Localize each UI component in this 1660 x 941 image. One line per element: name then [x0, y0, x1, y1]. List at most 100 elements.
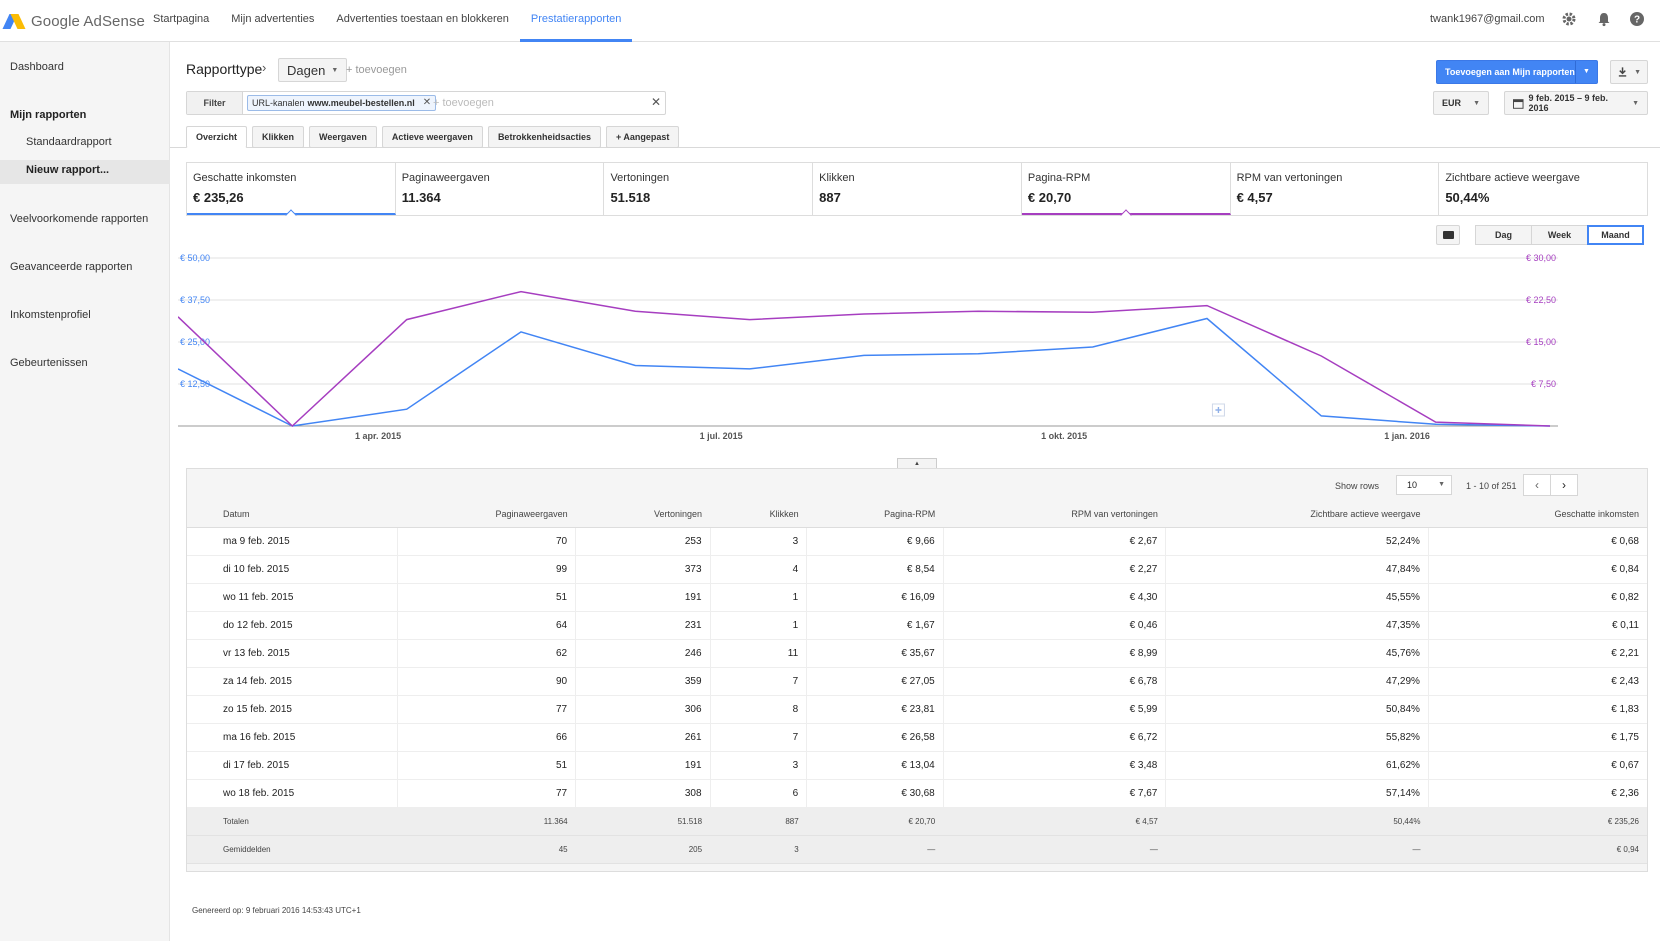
- tab-weergaven[interactable]: Weergaven: [309, 126, 377, 148]
- table-cell-datum: zo 15 feb. 2015: [187, 695, 398, 724]
- table-cell-pagina-rpm: € 30,68: [806, 779, 944, 808]
- table-cell-zichtbare-actieve-weergave: 47,84%: [1165, 555, 1429, 584]
- table-row: di 17 feb. 2015 51 191 3 € 13,04 € 3,48 61,62%…: [187, 751, 1647, 780]
- metric-label: RPM van vertoningen: [1236, 172, 1343, 184]
- collapse-chart-toggle[interactable]: ▲: [897, 458, 937, 468]
- totals-row-cell: 887: [710, 807, 807, 836]
- metrics-scorecard: Geschatte inkomsten € 235,26 Paginaweerg…: [186, 162, 1648, 221]
- currency-value: EUR: [1442, 98, 1462, 108]
- table-cell-pagina-rpm: € 26,58: [806, 723, 944, 752]
- caret-down-icon[interactable]: ▼: [1575, 61, 1597, 83]
- metric-label: Klikken: [819, 172, 855, 184]
- nav-advertenties-toestaan[interactable]: Advertenties toestaan en blokkeren: [336, 13, 509, 25]
- sidebar-item-veelvoorkomende[interactable]: Veelvoorkomende rapporten: [10, 213, 149, 225]
- metric-zichtbare-actieve-weergave[interactable]: Zichtbare actieve weergave 50,44%: [1439, 163, 1647, 215]
- table-cell-geschatte-inkomsten: € 0,82: [1428, 583, 1647, 612]
- table-row: zo 15 feb. 2015 77 306 8 € 23,81 € 5,99 50,84%…: [187, 695, 1647, 724]
- period-week-button[interactable]: Week: [1531, 225, 1588, 245]
- adsense-logo[interactable]: Google AdSense: [2, 9, 145, 33]
- averages-row-cell: —: [1165, 835, 1429, 864]
- period-dag-button[interactable]: Dag: [1475, 225, 1532, 245]
- averages-row-cell: 45: [397, 835, 576, 864]
- filter-add-input[interactable]: + toevoegen: [433, 97, 494, 109]
- table-row: ma 16 feb. 2015 66 261 7 € 26,58 € 6,72 55,82%…: [187, 723, 1647, 752]
- calendar-icon: [1513, 98, 1524, 109]
- prev-page-button[interactable]: ‹: [1523, 474, 1551, 496]
- report-type-dropdown[interactable]: Dagen ▼: [278, 58, 348, 82]
- table-cell-rpm-van-vertoningen: € 7,67: [943, 779, 1167, 808]
- column-header-geschatte-inkomsten[interactable]: Geschatte inkomsten: [1428, 501, 1647, 528]
- filter-bar[interactable]: Filter URL-kanalen www.meubel-bestellen.…: [186, 91, 666, 115]
- sidebar-item-gebeurtenissen[interactable]: Gebeurtenissen: [10, 357, 88, 369]
- performance-chart[interactable]: € 12,50 € 25,00 € 37,50 € 50,00 € 7,50 € 15,0…: [178, 252, 1653, 442]
- column-header-zichtbare-actieve-weergave[interactable]: Zichtbare actieve weergave: [1165, 501, 1429, 528]
- metric-klikken[interactable]: Klikken 887: [813, 163, 1022, 215]
- filter-chip[interactable]: URL-kanalen www.meubel-bestellen.nl ✕: [247, 95, 437, 111]
- annotation-button[interactable]: [1436, 225, 1460, 245]
- table-cell-zichtbare-actieve-weergave: 61,62%: [1165, 751, 1429, 780]
- user-email[interactable]: twank1967@gmail.com: [1430, 13, 1545, 25]
- help-icon[interactable]: ?: [1628, 11, 1646, 29]
- tab-actieve-weergaven[interactable]: Actieve weergaven: [381, 126, 483, 148]
- period-toggle: Dag Week Maand: [1475, 225, 1644, 245]
- totals-row-cell: € 4,57: [943, 807, 1166, 836]
- next-page-button[interactable]: ›: [1550, 474, 1578, 496]
- nav-mijn-advertenties[interactable]: Mijn advertenties: [231, 13, 315, 25]
- chevron-right-icon: ›: [1562, 478, 1566, 492]
- metric-geschatte-inkomsten[interactable]: Geschatte inkomsten € 235,26: [187, 163, 396, 221]
- column-header-vertoningen[interactable]: Vertoningen: [575, 501, 711, 528]
- date-range-picker[interactable]: 9 feb. 2015 – 9 feb. 2016 ▼: [1504, 91, 1648, 115]
- averages-row-cell: € 0,94: [1428, 835, 1647, 864]
- sidebar: Dashboard Mijn rapporten Standaardrappor…: [0, 42, 170, 941]
- table-row: ma 9 feb. 2015 70 253 3 € 9,66 € 2,67 52,24% € …: [187, 527, 1647, 556]
- column-header-datum[interactable]: Datum: [187, 501, 398, 528]
- clear-filter-icon[interactable]: ✕: [650, 95, 661, 109]
- metric-rpm-van-vertoningen[interactable]: RPM van vertoningen € 4,57: [1231, 163, 1440, 215]
- svg-text:?: ?: [1634, 15, 1640, 26]
- table-cell-pagina-rpm: € 16,09: [806, 583, 944, 612]
- filter-label[interactable]: Filter: [187, 92, 243, 114]
- sidebar-item-standaardrapport[interactable]: Standaardrapport: [26, 136, 112, 148]
- tab-klikken[interactable]: Klikken: [252, 126, 305, 148]
- x-tick-label: 1 okt. 2015: [1041, 431, 1087, 441]
- bell-icon[interactable]: [1595, 11, 1613, 29]
- adsense-logo-icon: [2, 11, 26, 31]
- close-icon[interactable]: ✕: [422, 97, 432, 108]
- download-button[interactable]: ▼: [1610, 60, 1648, 84]
- metric-label: Zichtbare actieve weergave: [1445, 172, 1580, 184]
- generated-timestamp: Genereerd op: 9 februari 2016 14:53:43 U…: [192, 906, 361, 915]
- tab-overzicht[interactable]: Overzicht: [186, 126, 248, 148]
- tab-aangepast[interactable]: + Aangepast: [605, 126, 680, 148]
- series-line-pagina-rpm: [178, 290, 1551, 428]
- metric-paginaweergaven[interactable]: Paginaweergaven 11.364: [396, 163, 605, 215]
- table-row: wo 18 feb. 2015 77 308 6 € 30,68 € 7,67 57,14%…: [187, 779, 1647, 808]
- column-header-pagina-rpm[interactable]: Pagina-RPM: [806, 501, 944, 528]
- currency-dropdown[interactable]: EUR ▼: [1433, 91, 1489, 115]
- period-maand-button[interactable]: Maand: [1587, 225, 1644, 245]
- show-rows-select[interactable]: 10 ▼: [1396, 475, 1452, 495]
- report-tabs: Overzicht Klikken Weergaven Actieve weer…: [186, 126, 684, 148]
- sidebar-item-geavanceerde[interactable]: Geavanceerde rapporten: [10, 261, 133, 273]
- sidebar-item-inkomstenprofiel[interactable]: Inkomstenprofiel: [10, 309, 91, 321]
- table-cell-pagina-rpm: € 23,81: [806, 695, 944, 724]
- add-dimension-link[interactable]: + toevoegen: [346, 64, 407, 76]
- metric-pagina-rpm[interactable]: Pagina-RPM € 20,70: [1021, 163, 1231, 221]
- sidebar-item-mijn-rapporten[interactable]: Mijn rapporten: [10, 109, 87, 121]
- table-cell-vertoningen: 191: [575, 583, 711, 612]
- table-cell-vertoningen: 261: [575, 723, 711, 752]
- gear-icon[interactable]: [1560, 11, 1578, 29]
- sidebar-item-nieuw-rapport[interactable]: Nieuw rapport...: [26, 164, 110, 176]
- column-header-rpm-van-vertoningen[interactable]: RPM van vertoningen: [943, 501, 1166, 528]
- metric-vertoningen[interactable]: Vertoningen 51.518: [604, 163, 814, 215]
- metric-value: 11.364: [401, 190, 441, 205]
- table-cell-paginaweergaven: 62: [397, 639, 577, 668]
- nav-startpagina[interactable]: Startpagina: [153, 13, 210, 25]
- add-to-my-reports-button[interactable]: Toevoegen aan Mijn rapporten ▼: [1436, 60, 1598, 84]
- nav-prestatierapporten[interactable]: Prestatierapporten: [519, 0, 633, 42]
- column-header-paginaweergaven[interactable]: Paginaweergaven: [397, 501, 576, 528]
- tab-betrokkenheidsacties[interactable]: Betrokkenheidsacties: [487, 126, 601, 148]
- sidebar-item-dashboard[interactable]: Dashboard: [10, 61, 64, 73]
- table-cell-vertoningen: 253: [575, 527, 711, 556]
- column-header-klikken[interactable]: Klikken: [710, 501, 807, 528]
- table-cell-pagina-rpm: € 9,66: [806, 527, 944, 556]
